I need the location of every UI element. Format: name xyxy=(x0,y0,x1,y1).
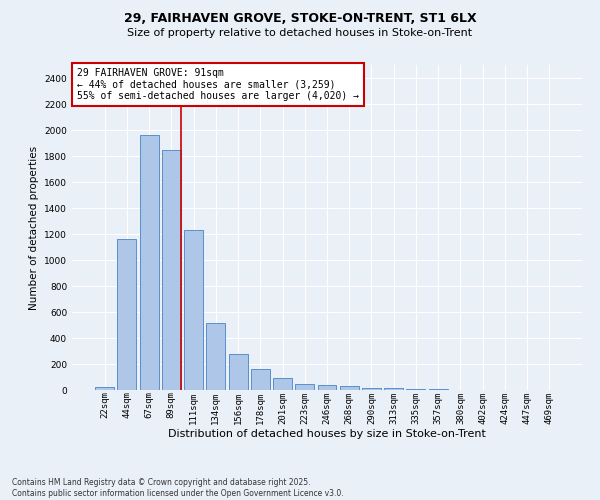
Text: Contains HM Land Registry data © Crown copyright and database right 2025.
Contai: Contains HM Land Registry data © Crown c… xyxy=(12,478,344,498)
Bar xyxy=(140,135,158,390)
Bar xyxy=(362,388,381,390)
Text: 29 FAIRHAVEN GROVE: 91sqm
← 44% of detached houses are smaller (3,259)
55% of se: 29 FAIRHAVEN GROVE: 91sqm ← 44% of detac… xyxy=(77,68,359,102)
Bar xyxy=(406,389,425,390)
Y-axis label: Number of detached properties: Number of detached properties xyxy=(29,146,38,310)
Bar xyxy=(206,323,225,390)
X-axis label: Distribution of detached houses by size in Stoke-on-Trent: Distribution of detached houses by size … xyxy=(168,429,486,439)
Bar xyxy=(384,388,403,390)
Bar xyxy=(317,384,337,390)
Bar xyxy=(273,378,292,390)
Text: 29, FAIRHAVEN GROVE, STOKE-ON-TRENT, ST1 6LX: 29, FAIRHAVEN GROVE, STOKE-ON-TRENT, ST1… xyxy=(124,12,476,26)
Bar xyxy=(340,386,359,390)
Bar xyxy=(95,387,114,390)
Bar xyxy=(229,354,248,390)
Bar xyxy=(251,370,270,390)
Text: Size of property relative to detached houses in Stoke-on-Trent: Size of property relative to detached ho… xyxy=(127,28,473,38)
Bar xyxy=(162,150,181,390)
Bar xyxy=(118,239,136,390)
Bar xyxy=(184,230,203,390)
Bar xyxy=(295,384,314,390)
